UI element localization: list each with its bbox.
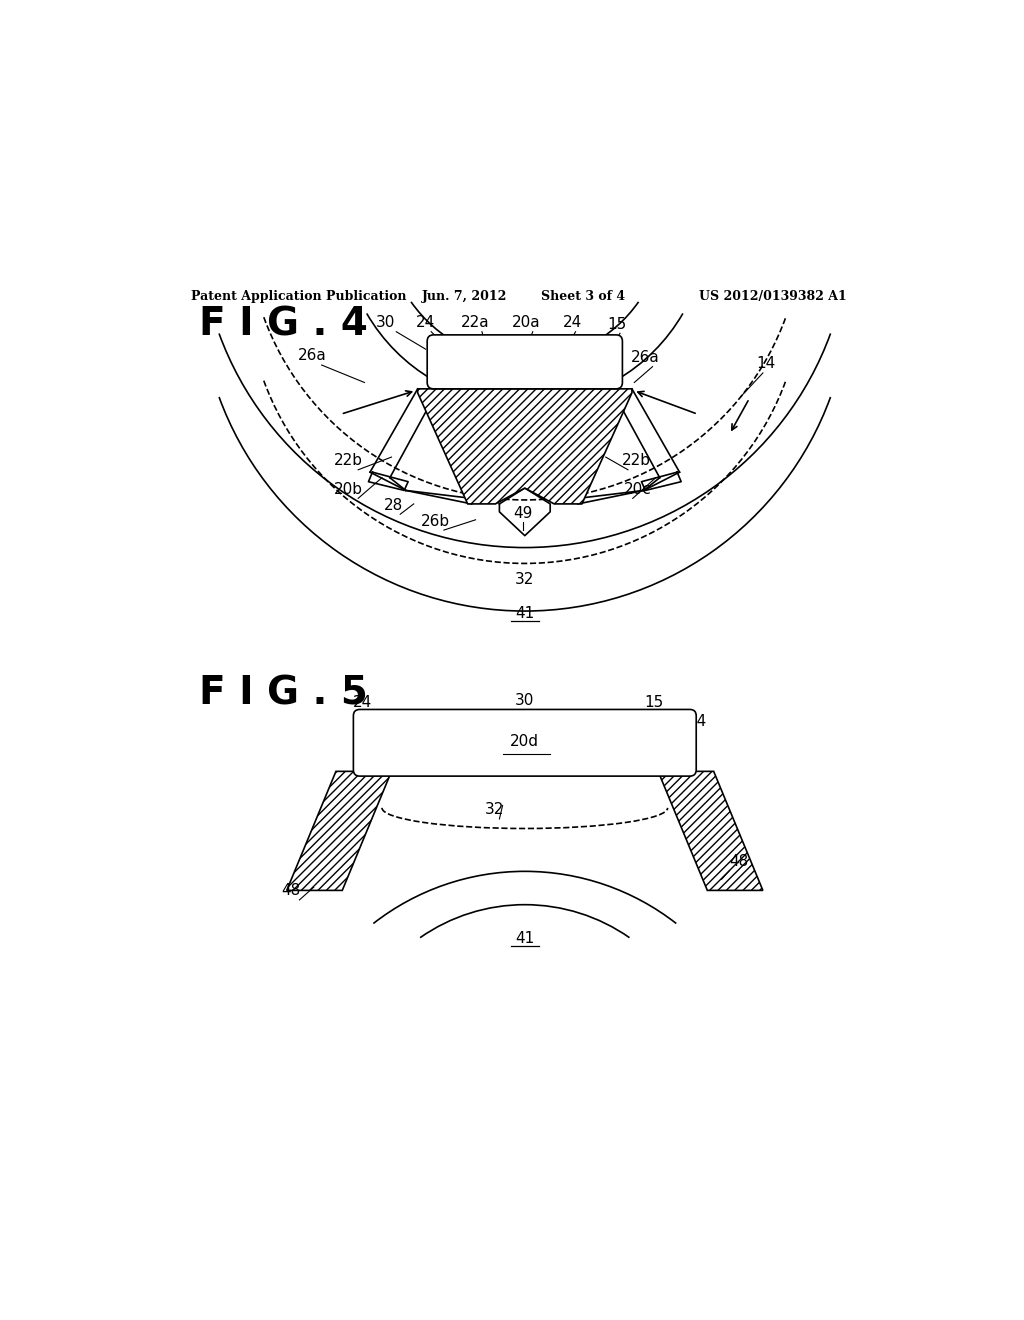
Text: 20a: 20a — [512, 315, 541, 330]
Text: 30: 30 — [515, 693, 535, 708]
Text: 24: 24 — [563, 315, 582, 330]
Polygon shape — [658, 771, 763, 891]
Text: 22b: 22b — [622, 453, 650, 469]
Text: 20c: 20c — [624, 482, 651, 496]
Text: 24: 24 — [352, 696, 372, 710]
Text: Jun. 7, 2012: Jun. 7, 2012 — [422, 289, 507, 302]
Text: 32: 32 — [485, 803, 505, 817]
Text: 20b: 20b — [334, 482, 364, 496]
Text: 15: 15 — [644, 696, 664, 710]
Text: 41: 41 — [515, 931, 535, 946]
Text: 48: 48 — [281, 883, 300, 899]
Text: F I G . 4: F I G . 4 — [200, 305, 369, 343]
Text: F I G . 5: F I G . 5 — [200, 675, 369, 713]
Text: 26a: 26a — [631, 350, 659, 366]
Text: 22b: 22b — [334, 453, 364, 469]
Text: 26a: 26a — [298, 348, 327, 363]
Text: Sheet 3 of 4: Sheet 3 of 4 — [541, 289, 625, 302]
Text: 30: 30 — [376, 315, 395, 330]
Text: 24: 24 — [416, 315, 435, 330]
Polygon shape — [287, 771, 391, 891]
Text: 41: 41 — [515, 606, 535, 620]
Text: 20d: 20d — [510, 734, 540, 750]
Text: 48: 48 — [729, 854, 749, 869]
Text: 24: 24 — [688, 714, 708, 729]
Text: 26b: 26b — [421, 513, 451, 528]
Polygon shape — [418, 389, 632, 504]
Text: Patent Application Publication: Patent Application Publication — [191, 289, 407, 302]
Text: 14: 14 — [757, 356, 776, 371]
FancyBboxPatch shape — [427, 335, 623, 389]
Text: 28: 28 — [384, 498, 403, 512]
Text: 32: 32 — [515, 573, 535, 587]
FancyBboxPatch shape — [353, 709, 696, 776]
Text: US 2012/0139382 A1: US 2012/0139382 A1 — [699, 289, 847, 302]
Text: 49: 49 — [513, 506, 532, 520]
Text: 15: 15 — [607, 317, 627, 331]
Text: 22a: 22a — [461, 315, 489, 330]
